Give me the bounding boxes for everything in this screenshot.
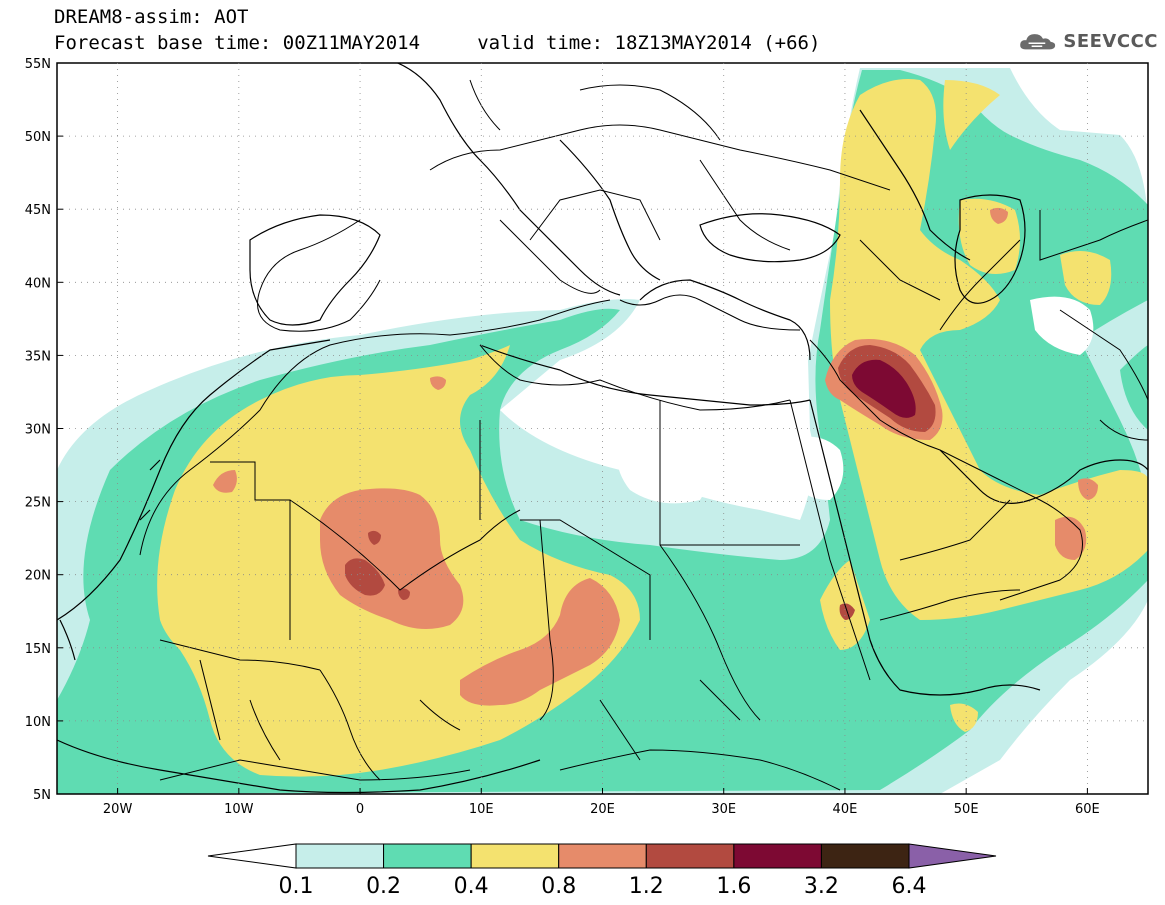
- coastlines: [57, 63, 1148, 794]
- lat-tick-label: 20N: [25, 569, 51, 584]
- lat-tick-label: 45N: [25, 203, 51, 218]
- latitude-labels: 55N 50N 45N 40N 35N 30N 25N 20N 15N 10N 5N: [25, 57, 51, 803]
- colorbar-min-arrow: [207, 843, 297, 869]
- colorbar-swatch: [470, 843, 560, 869]
- colorbar-label: 0.8: [541, 874, 576, 899]
- colorbar-swatch: [295, 843, 385, 869]
- colorbar-label: 3.2: [804, 874, 839, 899]
- country-borders: [139, 79, 1148, 791]
- colorbar-label: 6.4: [892, 874, 927, 899]
- lat-tick-label: 40N: [25, 276, 51, 291]
- lon-tick-label: 10E: [469, 802, 494, 817]
- lat-tick-label: 30N: [25, 423, 51, 438]
- colorbar-swatch: [645, 843, 735, 869]
- colorbar-label: 1.2: [629, 874, 664, 899]
- colorbar-label: 0.2: [366, 874, 401, 899]
- lon-tick-label: 20W: [103, 802, 133, 817]
- aot-colorbar: [207, 843, 997, 869]
- lat-tick-label: 25N: [25, 496, 51, 511]
- graticule: [57, 62, 1148, 795]
- colorbar-label: 0.1: [279, 874, 314, 899]
- colorbar-swatch: [383, 843, 472, 869]
- lon-tick-label: 60E: [1075, 802, 1100, 817]
- lon-tick-label: 20E: [590, 802, 615, 817]
- lon-tick-label: 30E: [711, 802, 736, 817]
- lat-tick-label: 55N: [25, 57, 51, 72]
- lat-tick-label: 10N: [25, 715, 51, 730]
- colorbar-labels: 0.1 0.2 0.4 0.8 1.2 1.6 3.2 6.4: [279, 874, 927, 899]
- colorbar-label: 0.4: [454, 874, 489, 899]
- colorbar-label: 1.6: [716, 874, 751, 899]
- cloud-logo-icon: [1020, 34, 1056, 50]
- colorbar-swatch: [820, 843, 910, 869]
- lat-tick-label: 5N: [33, 788, 51, 803]
- aot-clear-areas: [545, 296, 1094, 504]
- lat-tick-label: 35N: [25, 349, 51, 364]
- forecast-times: Forecast base time: 00Z11MAY2014 valid t…: [54, 32, 821, 54]
- aot-level-1-6: [852, 359, 916, 418]
- colorbar-swatch: [733, 843, 822, 869]
- lat-tick-label: 50N: [25, 130, 51, 145]
- lat-tick-label: 15N: [25, 642, 51, 657]
- lon-tick-label: 0: [356, 802, 364, 817]
- colorbar-swatch: [558, 843, 647, 869]
- colorbar-max-arrow: [908, 843, 997, 869]
- lon-tick-label: 50E: [954, 802, 979, 817]
- logo-text: SEEVCCC: [1063, 30, 1158, 52]
- aot-fields: [57, 63, 1148, 794]
- map-title: DREAM8-assim: AOT: [54, 6, 249, 28]
- seevccc-logo: SEEVCCC: [1018, 24, 1158, 58]
- lon-tick-label: 10W: [224, 802, 254, 817]
- longitude-labels: 20W 10W 0 10E 20E 30E 40E 50E 60E: [103, 802, 1100, 817]
- lon-tick-label: 40E: [833, 802, 858, 817]
